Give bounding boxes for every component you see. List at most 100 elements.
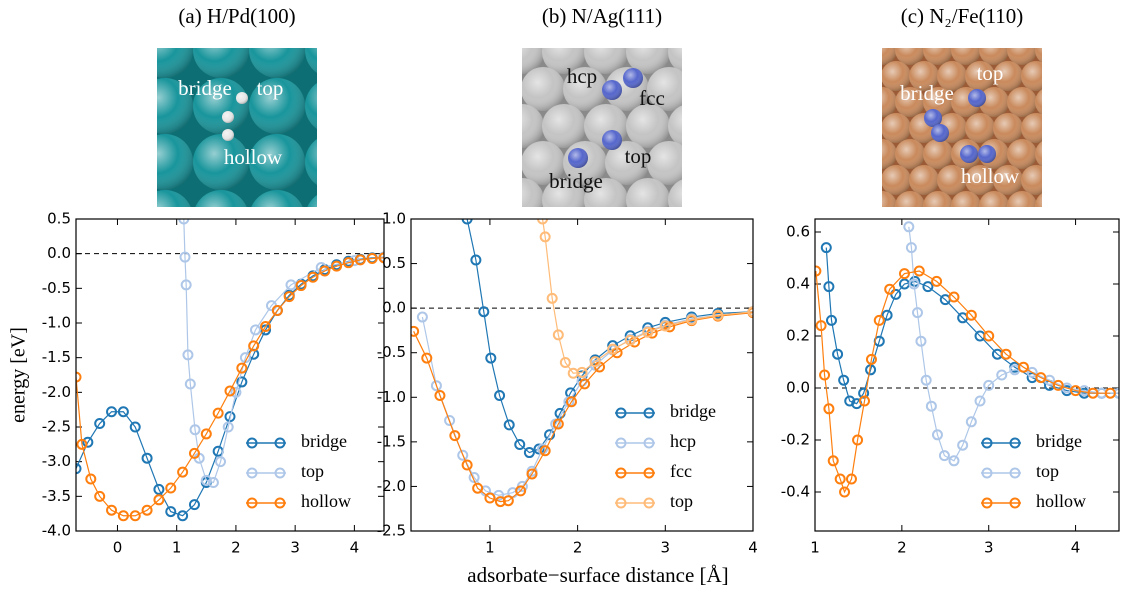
substrate-shade <box>867 191 897 221</box>
substrate-shade <box>668 30 712 74</box>
inset-image <box>458 0 733 259</box>
data-point <box>418 313 427 322</box>
substrate-shade <box>479 141 523 185</box>
substrate-shade <box>81 190 137 246</box>
series <box>538 215 757 378</box>
substrate-atom <box>909 217 939 247</box>
page: {"chart_data": [ {"type": "line", "title… <box>0 0 1121 593</box>
y-tick-label: -2.0 <box>377 477 406 495</box>
y-tick-label: -3.0 <box>42 452 71 470</box>
substrate-atom <box>81 0 137 22</box>
substrate-atom <box>937 217 967 247</box>
substrate-shade <box>881 217 911 247</box>
substrate-shade <box>626 178 670 222</box>
substrate-atom <box>689 215 733 259</box>
substrate-shade <box>668 178 712 222</box>
x-tick-label: 4 <box>748 539 758 557</box>
legend-label: hcp <box>670 431 696 451</box>
inset-image <box>839 9 1079 247</box>
x-tick-label: 1 <box>485 539 495 557</box>
site-label: hcp <box>567 64 597 88</box>
site-label: bridge <box>900 81 954 105</box>
substrate-shade <box>937 217 967 247</box>
substrate-shade <box>249 22 305 78</box>
substrate-shade <box>895 35 925 65</box>
site-label: fcc <box>639 86 665 110</box>
adsorbate-shade <box>568 148 588 168</box>
adsorbate-shade <box>222 129 234 141</box>
substrate-atom <box>839 191 869 221</box>
site-label: bridge <box>178 76 232 100</box>
x-tick-label: 0 <box>113 539 123 557</box>
y-tick-label: -2.0 <box>42 383 71 401</box>
substrate-shade <box>542 104 586 148</box>
substrate-atom <box>689 0 733 37</box>
substrate-atom <box>605 215 649 259</box>
substrate-shade <box>647 215 691 259</box>
x-tick-label: 2 <box>573 539 583 557</box>
y-tick-label: 0.0 <box>382 299 406 317</box>
substrate-atom <box>563 215 607 259</box>
x-tick-label: 3 <box>290 539 300 557</box>
substrate-shade <box>853 113 883 143</box>
site-label: top <box>625 144 652 168</box>
y-tick-label: 0.6 <box>786 223 810 241</box>
substrate-shade <box>689 67 733 111</box>
adsorbate-shade <box>602 80 622 100</box>
x-tick-label: 2 <box>897 539 907 557</box>
substrate-shade <box>305 78 361 134</box>
series-line <box>816 271 1110 492</box>
series <box>904 222 1121 465</box>
substrate-shade <box>923 35 953 65</box>
substrate-shade <box>839 35 869 65</box>
substrate-shade <box>479 67 523 111</box>
substrate-atom <box>458 104 502 148</box>
substrate-atom <box>81 190 137 246</box>
substrate-shade <box>458 104 502 148</box>
site-label: hollow <box>961 164 1020 188</box>
substrate-shade <box>1021 165 1051 195</box>
series <box>811 267 1114 497</box>
y-axis-label: energy [eV] <box>8 327 30 423</box>
substrate-shade <box>81 134 137 190</box>
y-tick-label: -1.5 <box>42 348 71 366</box>
y-tick-label: 0.5 <box>47 210 71 228</box>
y-tick-label: -1.0 <box>42 314 71 332</box>
legend-label: bridge <box>1036 431 1082 451</box>
substrate-shade <box>193 22 249 78</box>
substrate-shade <box>853 165 883 195</box>
substrate-shade <box>1049 113 1079 143</box>
substrate-shade <box>881 113 911 143</box>
site-label: hollow <box>224 145 283 169</box>
substrate-shade <box>479 0 523 37</box>
substrate-atom <box>81 134 137 190</box>
site-label: top <box>977 61 1004 85</box>
series-line <box>543 219 753 373</box>
substrate-atom <box>458 178 502 222</box>
substrate-shade <box>867 87 897 117</box>
x-tick-label: 3 <box>661 539 671 557</box>
legend-label: top <box>670 491 693 511</box>
adsorbate-shade <box>968 89 986 107</box>
legend-label: fcc <box>670 461 692 481</box>
substrate-shade <box>458 178 502 222</box>
substrate-atom <box>81 78 137 134</box>
substrate-atom <box>647 215 691 259</box>
substrate-shade <box>1007 87 1037 117</box>
substrate-shade <box>909 165 939 195</box>
y-tick-label: -0.5 <box>42 279 71 297</box>
adsorbate-shade <box>978 145 996 163</box>
y-tick-label: -3.5 <box>42 487 71 505</box>
substrate-atom <box>853 113 883 143</box>
substrate-atom <box>965 217 995 247</box>
x-tick-label: 1 <box>810 539 820 557</box>
substrate-shade <box>965 113 995 143</box>
x-tick-label: 2 <box>231 539 241 557</box>
y-tick-label: -0.2 <box>781 431 810 449</box>
substrate-shade <box>1035 87 1065 117</box>
substrate-shade <box>500 104 544 148</box>
y-tick-label: -0.5 <box>377 343 406 361</box>
substrate-shade <box>895 191 925 221</box>
y-tick-label: -1.0 <box>377 388 406 406</box>
legend-label: bridge <box>301 431 347 451</box>
